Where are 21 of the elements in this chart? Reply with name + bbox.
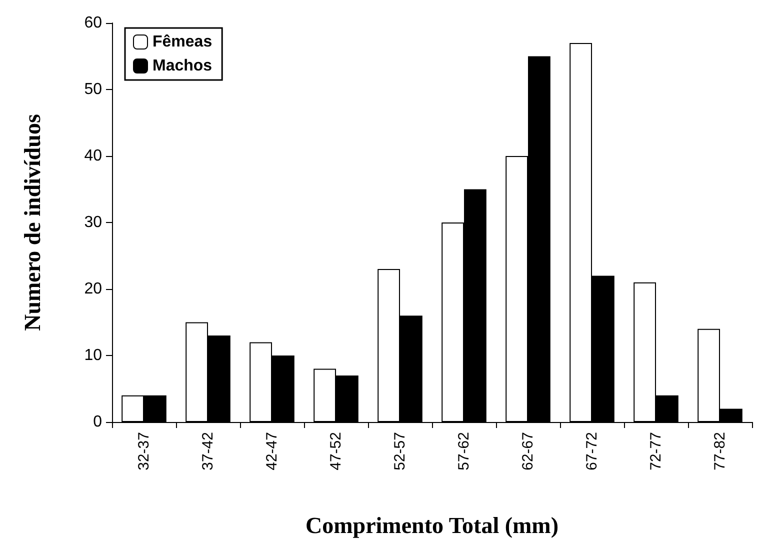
x-tick-label: 72-77	[648, 432, 664, 470]
y-tick-label: 60	[84, 14, 102, 32]
x-tick-label: 52-57	[392, 432, 408, 470]
y-tick-label: 20	[84, 280, 102, 298]
x-axis-title: Comprimento Total (mm)	[306, 513, 558, 538]
x-tick-label: 77-82	[712, 432, 728, 470]
x-tick-label: 62-67	[520, 432, 536, 470]
legend-label: Machos	[152, 58, 212, 74]
x-tick-label: 57-62	[456, 432, 472, 470]
y-tick-label: 30	[84, 214, 102, 231]
y-tick-label: 50	[84, 81, 102, 98]
x-tick-label: 32-37	[136, 432, 152, 470]
x-tick-label: 37-42	[200, 432, 216, 470]
x-tick-label: 67-72	[584, 432, 600, 470]
x-tick-label: 42-47	[264, 432, 280, 470]
x-tick-label: 47-52	[328, 432, 344, 470]
y-axis-title: Numero de indivíduos	[20, 114, 45, 331]
y-tick-label: 40	[84, 148, 102, 164]
y-tick-label: 10	[84, 347, 102, 364]
y-tick-label: 0	[93, 414, 102, 430]
legend-label: Fêmeas	[152, 34, 212, 50]
